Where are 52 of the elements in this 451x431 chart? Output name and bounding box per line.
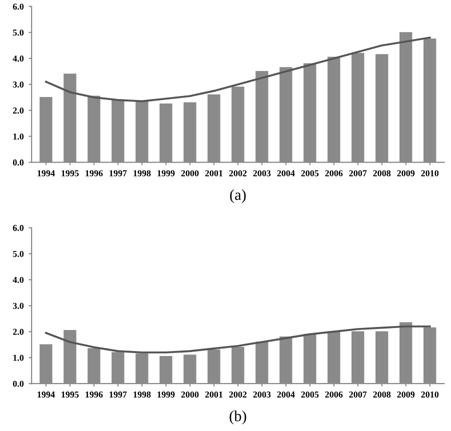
x-tick-label: 2002 — [229, 170, 247, 176]
x-tick-label: 2007 — [349, 391, 367, 398]
y-tick-label: 5.0 — [13, 30, 24, 36]
x-tick-label: 1998 — [134, 170, 151, 176]
x-tick-label: 1999 — [158, 170, 175, 176]
y-tick-label: 4.0 — [12, 276, 24, 283]
y-tick-label: 0.0 — [12, 380, 24, 387]
x-tick-label: 1995 — [62, 392, 79, 398]
x-tick-label: 2010 — [421, 170, 439, 176]
x-tick-label: 2001 — [205, 391, 222, 398]
x-tick-label: 2008 — [373, 391, 391, 398]
y-tick-label: 3.0 — [12, 302, 24, 309]
x-tick-label: 2003 — [253, 170, 271, 176]
y-tick-label: 2.0 — [13, 328, 24, 335]
y-tick-label: 1.0 — [13, 354, 24, 361]
x-tick-label: 2000 — [181, 170, 199, 176]
x-tick-label: 2001 — [205, 170, 222, 176]
x-tick-label: 2007 — [349, 170, 367, 176]
x-tick-label: 2004 — [277, 170, 295, 176]
x-axis-title: (a) — [230, 189, 246, 204]
x-tick-label: 2009 — [397, 391, 415, 398]
y-tick-label: 2.0 — [13, 107, 24, 114]
x-tick-label: 2009 — [397, 170, 415, 176]
x-tick-label: 1994 — [38, 392, 55, 398]
y-tick-label: 0.0 — [12, 159, 24, 166]
x-tick-label: 2010 — [421, 391, 439, 398]
x-tick-label: 1999 — [158, 392, 175, 398]
x-tick-label: 2005 — [301, 170, 319, 176]
x-tick-label: 1995 — [62, 170, 79, 176]
y-tick-label: 5.0 — [13, 250, 24, 257]
x-tick-label: 1994 — [38, 170, 55, 176]
x-tick-label: 1996 — [86, 170, 103, 176]
x-tick-label: 2008 — [373, 170, 391, 176]
y-tick-label: 3.0 — [12, 82, 24, 88]
line-series — [44, 325, 431, 354]
x-tick-label: 1998 — [134, 391, 151, 398]
y-tick-label: 6.0 — [12, 4, 24, 10]
y-tick-label: 4.0 — [12, 56, 24, 62]
x-tick-label: 1996 — [86, 392, 103, 398]
x-tick-label: 2004 — [277, 391, 295, 398]
x-tick-label: 2002 — [229, 391, 247, 398]
x-tick-label: 1997 — [110, 170, 127, 176]
y-tick-label: 1.0 — [13, 133, 24, 140]
line-series — [44, 36, 431, 102]
x-tick-label: 2006 — [325, 391, 343, 398]
x-tick-label: 2006 — [325, 170, 343, 176]
x-tick-label: 1997 — [110, 392, 127, 398]
x-tick-label: 2003 — [253, 391, 271, 398]
y-tick-label: 6.0 — [12, 224, 24, 232]
x-tick-label: 2000 — [181, 391, 199, 398]
x-axis-title: (b) — [230, 410, 246, 424]
x-tick-label: 2005 — [301, 391, 319, 398]
